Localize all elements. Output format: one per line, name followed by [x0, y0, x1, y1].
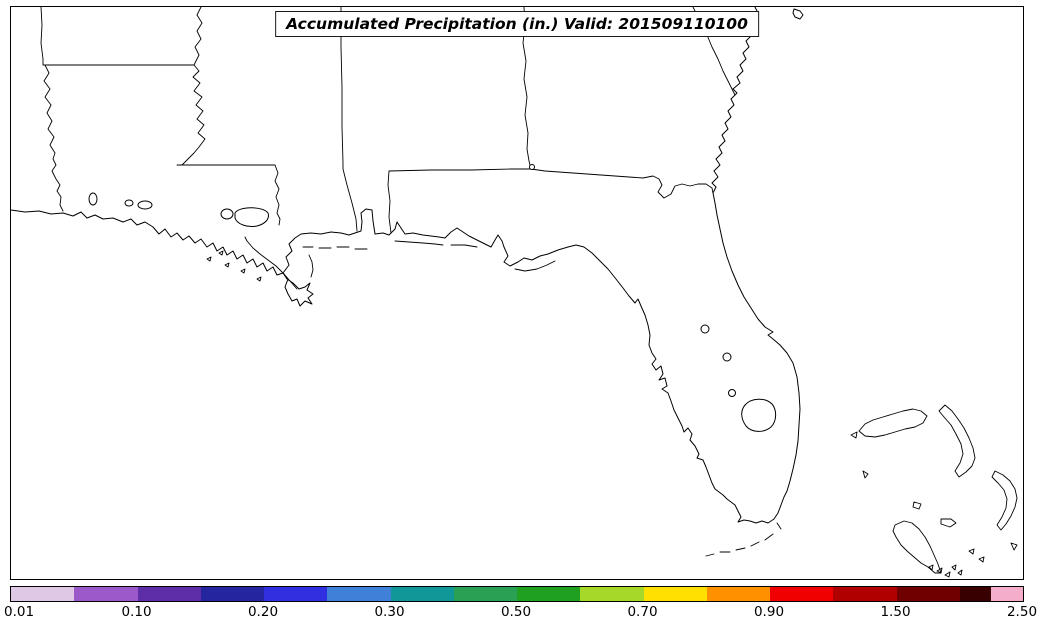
colorbar-tick-label: 2.50 [1006, 604, 1038, 620]
colorbar-segment [264, 587, 328, 601]
colorbar-segment [74, 587, 138, 601]
state-borders-path [40, 7, 736, 234]
colorbar-tick-label: 0.20 [247, 604, 279, 620]
lake-pontchartrain [234, 207, 269, 227]
lake-okeechobee [741, 398, 777, 432]
calcasieu-lake [88, 192, 98, 206]
map-title-box: Accumulated Precipitation (in.) Valid: 2… [275, 11, 759, 37]
colorbar-segment [390, 587, 454, 601]
mississippi-river-path [244, 236, 298, 290]
colorbar-segment [137, 587, 201, 601]
colorbar-segment [11, 587, 75, 601]
colorbar-tick-label: 0.10 [121, 604, 152, 620]
colorbar-segment [200, 587, 264, 601]
grand-lake [137, 200, 153, 210]
colorbar [10, 586, 1024, 602]
colorbar-tick-label: 0.90 [753, 604, 785, 620]
colorbar-tick-label: 0.50 [500, 604, 532, 620]
barrier-islands-and-keys-path [302, 240, 782, 557]
lake-maurepas [220, 208, 234, 220]
central-florida-lake-3 [728, 389, 736, 397]
colorbar-segment [833, 587, 897, 601]
colorbar-segment [327, 587, 391, 601]
colorbar-segment [959, 587, 992, 601]
colorbar-segment [580, 587, 644, 601]
central-florida-lake-2 [722, 352, 732, 362]
coastline-map-svg [11, 7, 1018, 578]
white-lake [124, 199, 134, 207]
colorbar-segment [453, 587, 517, 601]
colorbar-segment [706, 587, 770, 601]
map-frame: Accumulated Precipitation (in.) Valid: 2… [10, 6, 1024, 580]
colorbar-segment [517, 587, 581, 601]
marsh-islets-path [206, 250, 262, 282]
lake-seminole [529, 164, 535, 170]
colorbar-segment [770, 587, 834, 601]
map-title: Accumulated Precipitation (in.) Valid: 2… [286, 15, 748, 33]
colorbar-tick-label: 0.30 [374, 604, 405, 620]
coastline-path [11, 7, 801, 524]
central-florida-lake-1 [700, 324, 710, 334]
colorbar-tick-labels: 0.01 0.10 0.20 0.30 0.50 0.70 0.90 1.50 2.50 [4, 604, 1037, 624]
colorbar-segment [896, 587, 960, 601]
colorbar-tick-label: 0.01 [3, 604, 35, 620]
colorbar-segment [643, 587, 707, 601]
colorbar-tick-label: 0.70 [627, 604, 658, 620]
colorbar-tick-label: 1.50 [880, 604, 911, 620]
colorbar-segment [991, 587, 1023, 601]
bahamas-islands-path [850, 404, 1018, 578]
carolina-lake [792, 8, 804, 20]
